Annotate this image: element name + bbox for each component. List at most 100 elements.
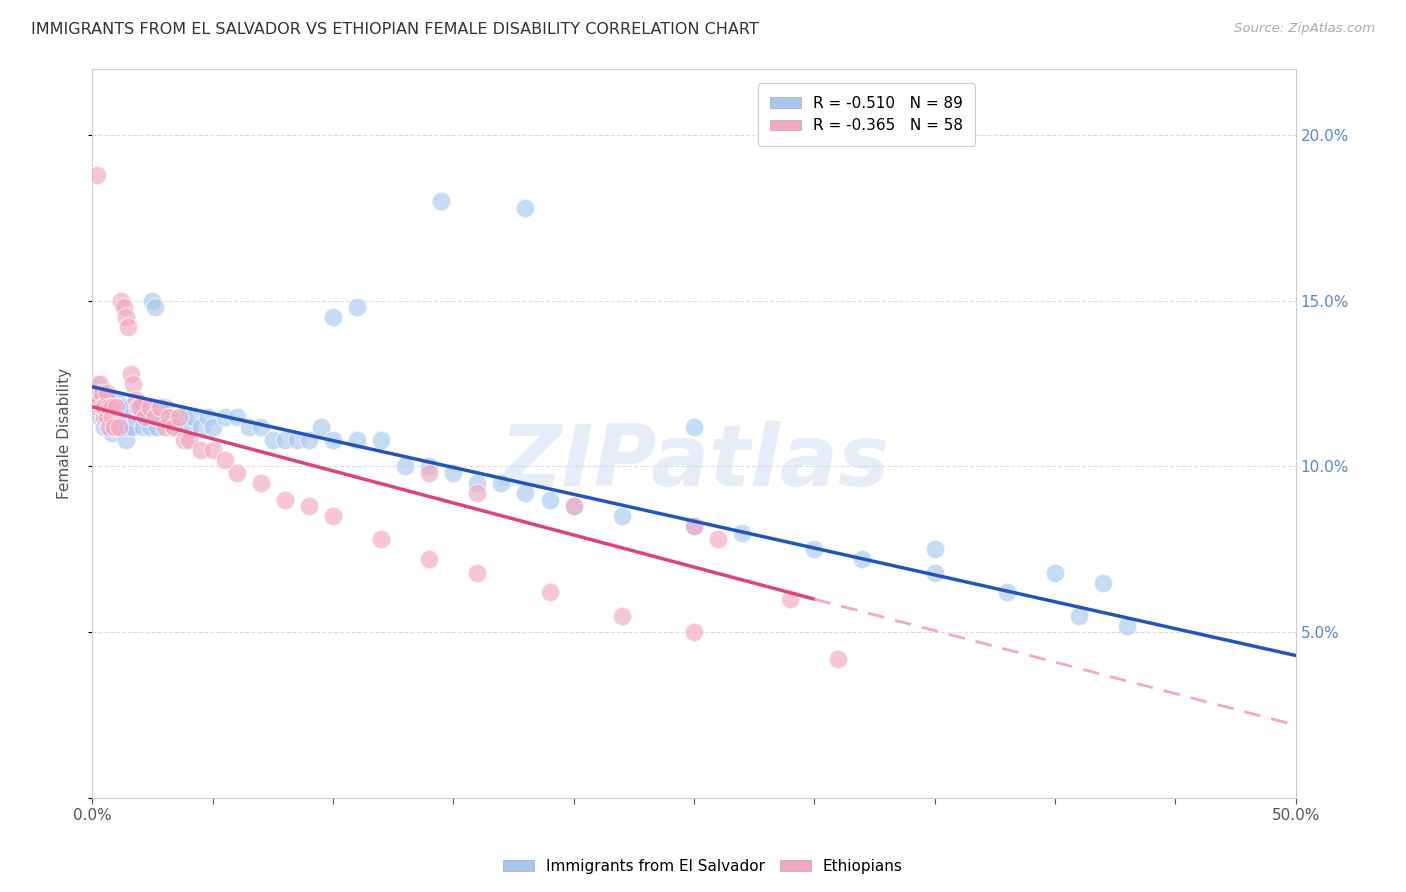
Point [249, 476, 271, 491]
Point [1043, 566, 1066, 580]
Point [105, 400, 128, 414]
Point [394, 459, 416, 474]
Point [124, 409, 146, 424]
Point [201, 419, 224, 434]
Point [803, 542, 825, 557]
Point [122, 419, 145, 434]
Point [96, 409, 118, 424]
Point [322, 509, 344, 524]
Point [105, 409, 128, 424]
Point [1092, 575, 1115, 590]
Point [163, 419, 186, 434]
Point [98, 419, 121, 434]
Point [924, 542, 946, 557]
Point [105, 393, 128, 408]
Point [779, 592, 801, 607]
Point [153, 419, 176, 434]
Point [91, 386, 114, 401]
Point [100, 409, 122, 424]
Point [91, 400, 114, 414]
Point [96, 386, 118, 401]
Point [173, 409, 195, 424]
Point [225, 409, 247, 424]
Point [91, 386, 114, 401]
Point [167, 419, 190, 434]
Point [129, 409, 152, 424]
Point [683, 519, 706, 533]
Point [157, 409, 180, 424]
Point [139, 419, 162, 434]
Point [103, 419, 125, 434]
Point [370, 433, 392, 447]
Point [86, 400, 108, 414]
Point [441, 466, 464, 480]
Point [107, 419, 129, 434]
Point [610, 509, 633, 524]
Point [167, 409, 190, 424]
Point [141, 293, 163, 308]
Point [93, 400, 115, 414]
Point [322, 310, 344, 325]
Point [117, 320, 139, 334]
Point [86, 400, 108, 414]
Point [149, 409, 172, 424]
Point [98, 400, 121, 414]
Point [117, 419, 139, 434]
Point [274, 433, 297, 447]
Point [201, 442, 224, 457]
Point [214, 409, 236, 424]
Point [163, 419, 186, 434]
Point [127, 400, 149, 414]
Point [124, 393, 146, 408]
Point [995, 585, 1018, 599]
Point [491, 476, 513, 491]
Point [107, 419, 129, 434]
Point [298, 433, 321, 447]
Point [110, 409, 132, 424]
Point [110, 419, 132, 434]
Point [93, 409, 115, 424]
Point [86, 376, 108, 391]
Point [515, 201, 537, 215]
Point [89, 376, 111, 391]
Point [107, 400, 129, 414]
Point [346, 300, 368, 314]
Point [120, 400, 142, 414]
Point [115, 419, 138, 434]
Point [683, 419, 706, 434]
Point [149, 400, 172, 414]
Point [183, 409, 205, 424]
Point [430, 194, 453, 209]
Point [132, 419, 155, 434]
Legend: R = -0.510   N = 89, R = -0.365   N = 58: R = -0.510 N = 89, R = -0.365 N = 58 [758, 84, 976, 145]
Point [515, 486, 537, 500]
Point [96, 409, 118, 424]
Point [309, 419, 332, 434]
Point [538, 585, 561, 599]
Y-axis label: Female Disability: Female Disability [58, 368, 72, 499]
Legend: Immigrants from El Salvador, Ethiopians: Immigrants from El Salvador, Ethiopians [498, 853, 908, 880]
Point [190, 419, 212, 434]
Point [143, 409, 166, 424]
Point [136, 400, 159, 414]
Point [86, 168, 108, 182]
Point [96, 393, 118, 408]
Point [467, 566, 489, 580]
Point [100, 400, 122, 414]
Point [115, 310, 138, 325]
Point [683, 625, 706, 640]
Point [214, 452, 236, 467]
Point [1116, 618, 1139, 632]
Point [129, 400, 152, 414]
Point [89, 409, 111, 424]
Point [285, 433, 308, 447]
Point [924, 566, 946, 580]
Point [731, 525, 754, 540]
Point [100, 426, 122, 441]
Point [98, 400, 121, 414]
Point [157, 409, 180, 424]
Text: Source: ZipAtlas.com: Source: ZipAtlas.com [1234, 22, 1375, 36]
Text: ZIPatlas: ZIPatlas [499, 421, 889, 504]
Point [177, 433, 200, 447]
Point [238, 419, 260, 434]
